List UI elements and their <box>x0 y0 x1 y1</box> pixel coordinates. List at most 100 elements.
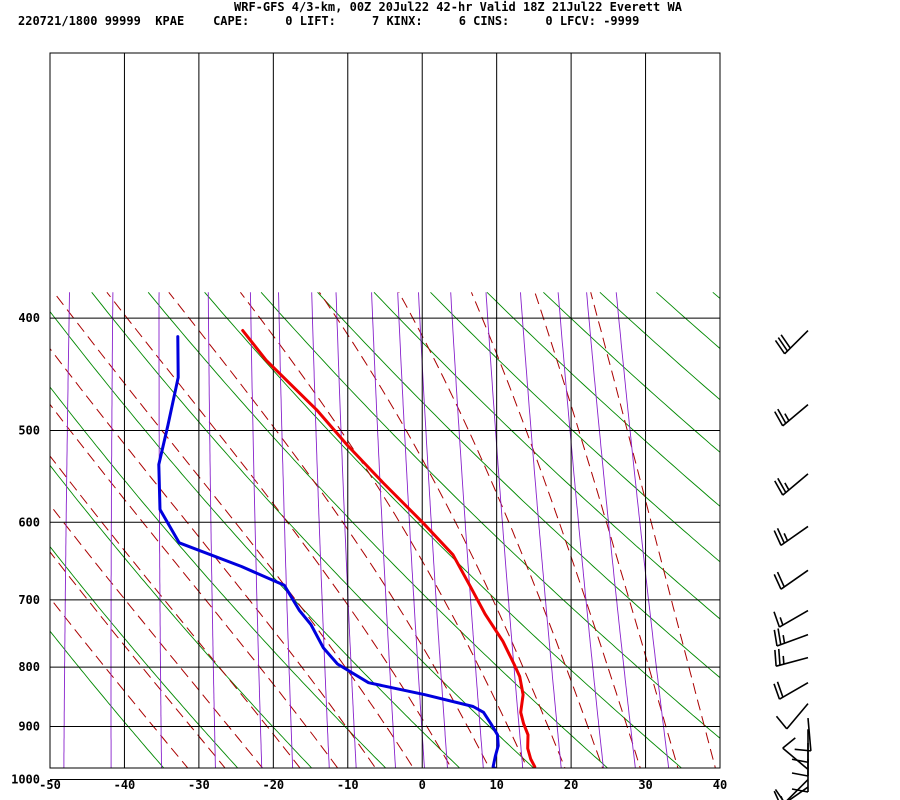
moist-adiabat <box>50 551 226 768</box>
wind-barb-shaft <box>775 656 809 667</box>
wind-barb <box>773 609 809 628</box>
wind-barb-flag <box>775 715 788 730</box>
temperature-tick-label: -30 <box>188 778 210 792</box>
wind-barb-shaft <box>782 473 809 496</box>
wind-barb <box>773 525 809 547</box>
mixing-ratio-line <box>615 292 670 768</box>
wind-barb-flag <box>777 477 787 493</box>
moist-adiabat <box>168 291 490 768</box>
wind-barb-flag <box>774 339 786 355</box>
temperature-tick-label: -50 <box>39 778 61 792</box>
wind-barb-flag <box>777 648 781 666</box>
wind-barb-flag <box>773 790 780 800</box>
wind-barb-shaft <box>780 525 809 547</box>
mixing-ratio-line <box>63 292 70 768</box>
wind-barb-flag <box>777 337 789 352</box>
temperature-tick-label: 20 <box>564 778 578 792</box>
wind-barb <box>774 329 809 355</box>
mixing-ratio-line <box>557 292 604 768</box>
mixing-ratio-line <box>371 292 396 768</box>
wind-barb-half-flag <box>782 635 786 644</box>
moist-adiabat <box>534 292 679 768</box>
dry-adiabat <box>826 292 900 800</box>
pressure-tick-label: 900 <box>18 719 40 733</box>
sounding-traces <box>157 329 537 768</box>
wind-barb <box>774 778 809 800</box>
temperature-tick-label: 0 <box>419 778 426 792</box>
wind-barb-flag <box>773 611 781 628</box>
moist-adiabat <box>590 292 716 768</box>
temperature-tick-label: 30 <box>638 778 652 792</box>
dry-adiabat <box>543 291 720 453</box>
wind-barb <box>773 628 809 647</box>
mixing-ratio-line <box>485 292 524 768</box>
moist-adiabat <box>106 291 452 768</box>
dewpoint-trace <box>157 335 500 768</box>
wind-barb-flag <box>791 788 809 793</box>
wind-barb-flag <box>773 574 782 590</box>
wind-barb-flag <box>791 758 809 764</box>
wind-barb-shaft <box>786 703 809 730</box>
wind-barb <box>782 737 809 770</box>
dry-adiabat <box>769 292 900 800</box>
dry-adiabat <box>317 291 720 679</box>
wind-barb-half-flag <box>783 533 789 542</box>
temperature-tick-label: -20 <box>262 778 284 792</box>
mixing-ratio-line <box>207 292 216 768</box>
dry-adiabat <box>204 292 683 768</box>
moist-adiabat <box>50 403 339 768</box>
mixing-ratio-line <box>249 292 263 768</box>
dry-adiabat <box>599 291 720 401</box>
dry-adiabat <box>50 545 239 768</box>
pressure-tick-labels: 400 500 600 700 800 900 1000 <box>11 311 40 786</box>
wind-barb-shaft <box>780 569 809 590</box>
wind-barb-flag <box>773 683 781 700</box>
dry-adiabat <box>50 630 165 768</box>
wind-barb-shaft <box>786 778 809 800</box>
wind-barb-shaft <box>779 609 809 628</box>
dry-adiabat <box>656 291 720 350</box>
wind-barb-half-flag <box>779 617 784 626</box>
wind-barb-shaft <box>782 747 809 770</box>
wind-barb-flag <box>777 628 782 645</box>
mixing-ratio-line <box>278 292 294 768</box>
pressure-tick-label: 800 <box>18 660 40 674</box>
mixing-ratio-line <box>158 292 162 768</box>
temperature-trace <box>241 329 537 768</box>
mixing-ratio-line <box>110 292 114 768</box>
wind-barb-shaft <box>776 633 809 647</box>
wind-barb-flag <box>773 629 778 647</box>
mixing-ratio-line <box>520 292 562 768</box>
wind-barb-flag <box>774 788 784 800</box>
dry-adiabat <box>50 386 387 768</box>
adiabat-lines <box>50 291 900 800</box>
wind-barb-flag <box>773 530 782 546</box>
wind-barb <box>773 681 809 700</box>
mixing-ratio-line <box>586 292 636 768</box>
wind-barb-shaft <box>779 681 809 700</box>
wind-barb-flag <box>776 681 784 698</box>
dry-adiabat <box>91 292 535 768</box>
wind-barb <box>791 758 809 793</box>
moist-adiabat <box>50 347 377 768</box>
plot-border <box>49 52 721 769</box>
wind-barb-shaft <box>782 404 809 427</box>
mixing-ratio-line <box>450 292 484 768</box>
moist-adiabat <box>50 455 301 768</box>
wind-barb-flag <box>782 737 796 749</box>
wind-barb <box>774 648 809 667</box>
wind-barb-flag <box>774 649 777 667</box>
pressure-tick-label: 400 <box>18 311 40 325</box>
wind-barb-flag <box>776 571 785 588</box>
wind-barb-flag <box>774 480 784 496</box>
grid-lines <box>49 53 721 781</box>
pressure-tick-label: 1000 <box>11 773 40 787</box>
plot-frame <box>49 52 721 769</box>
wind-barb-half-flag <box>784 413 790 422</box>
wind-barb-half-flag <box>784 482 790 491</box>
mixing-ratio-line <box>418 292 448 768</box>
wind-barb-half-flag <box>782 655 785 665</box>
moist-adiabat <box>470 292 641 768</box>
wind-barb-flag <box>774 411 784 427</box>
